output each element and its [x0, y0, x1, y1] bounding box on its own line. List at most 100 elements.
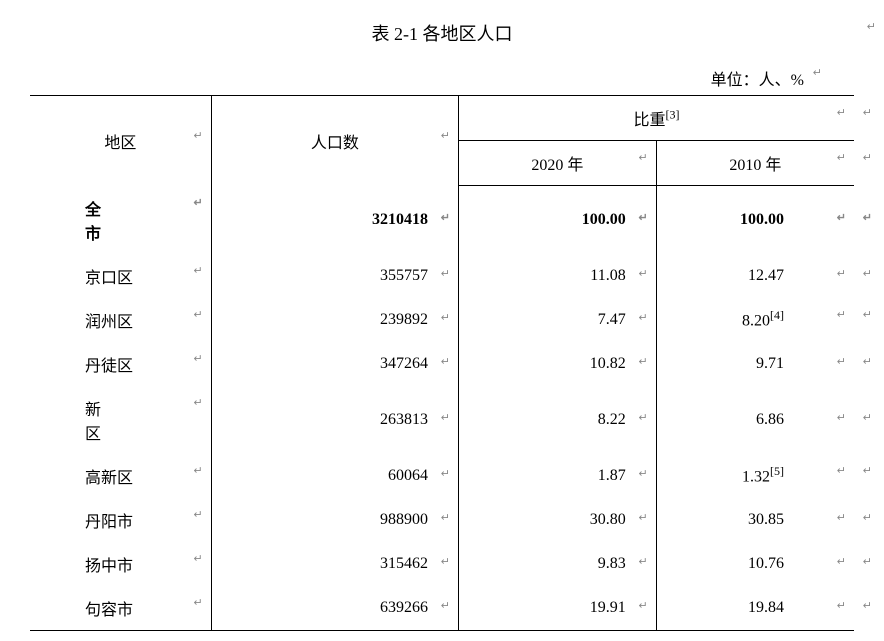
para-marker: ↵ [441, 267, 450, 280]
para-marker: ↵ [863, 308, 872, 321]
para-marker: ↵ [813, 66, 822, 79]
cell-weight-2020: 30.80↵ [458, 498, 656, 542]
para-marker: ↵ [441, 355, 450, 368]
para-marker: ↵ [638, 267, 647, 280]
para-marker: ↵ [863, 267, 872, 280]
para-marker: ↵ [638, 151, 647, 164]
cell-population: 988900↵ [211, 498, 458, 542]
para-marker: ↵ [194, 396, 203, 409]
cell-region: 新 区↵ [30, 386, 211, 454]
cell-weight-2010: 12.47↵↵ [656, 254, 854, 298]
header-region: 地区↵ [30, 96, 211, 186]
para-marker: ↵ [638, 599, 647, 612]
para-marker: ↵ [837, 411, 846, 424]
para-marker: ↵ [837, 599, 846, 612]
para-marker: ↵ [837, 464, 846, 477]
para-marker: ↵ [194, 596, 203, 609]
table-body: 全 市↵ 3210418↵ 100.00↵ 100.00↵ ↵ 京口区↵3557… [30, 186, 854, 631]
cell-region: 扬中市↵ [30, 542, 211, 586]
header-row-1: 地区↵ 人口数↵ 比重[3]↵ ↵ [30, 96, 854, 141]
para-marker: ↵ [441, 311, 450, 324]
cell-population: 263813↵ [211, 386, 458, 454]
cell-weight-2020: 9.83↵ [458, 542, 656, 586]
para-marker: ↵ [638, 467, 647, 480]
para-marker: ↵ [441, 211, 450, 224]
cell-region: 丹阳市↵ [30, 498, 211, 542]
table-row: 句容市↵639266↵19.91↵19.84↵↵ [30, 586, 854, 631]
para-marker: ↵ [863, 511, 872, 524]
header-weight: 比重[3]↵ ↵ [458, 96, 854, 141]
para-marker: ↵ [638, 411, 647, 424]
cell-region: 高新区↵ [30, 454, 211, 498]
para-marker: ↵ [441, 467, 450, 480]
cell-weight-2010: 1.32[5]↵↵ [656, 454, 854, 498]
cell-population: 3210418↵ [211, 186, 458, 254]
table-row: 丹徒区↵347264↵10.82↵9.71↵↵ [30, 342, 854, 386]
table-title: 表 2-1 各地区人口↵ [30, 20, 854, 46]
para-marker: ↵ [837, 308, 846, 321]
cell-region: 京口区↵ [30, 254, 211, 298]
cell-population: 315462↵ [211, 542, 458, 586]
cell-weight-2020: 100.00↵ [458, 186, 656, 254]
cell-weight-2010: 19.84↵↵ [656, 586, 854, 631]
para-marker: ↵ [638, 355, 647, 368]
para-marker: ↵ [441, 599, 450, 612]
para-marker: ↵ [194, 464, 203, 477]
table-row: 润州区↵239892↵7.47↵8.20[4]↵↵ [30, 298, 854, 342]
para-marker: ↵ [837, 511, 846, 524]
para-marker: ↵ [837, 355, 846, 368]
cell-region: 丹徒区↵ [30, 342, 211, 386]
para-marker: ↵ [863, 555, 872, 568]
cell-weight-2010: 8.20[4]↵↵ [656, 298, 854, 342]
para-marker: ↵ [863, 211, 872, 224]
para-marker: ↵ [194, 196, 203, 209]
cell-weight-2010: 100.00↵ ↵ [656, 186, 854, 254]
cell-population: 347264↵ [211, 342, 458, 386]
para-marker: ↵ [837, 151, 846, 164]
cell-weight-2020: 8.22↵ [458, 386, 656, 454]
para-marker: ↵ [863, 355, 872, 368]
cell-weight-2010: 30.85↵↵ [656, 498, 854, 542]
cell-weight-2010: 6.86↵↵ [656, 386, 854, 454]
para-marker: ↵ [837, 211, 846, 224]
cell-population: 355757↵ [211, 254, 458, 298]
cell-region: 全 市↵ [30, 186, 211, 254]
cell-region: 润州区↵ [30, 298, 211, 342]
para-marker: ↵ [194, 264, 203, 277]
cell-weight-2020: 7.47↵ [458, 298, 656, 342]
para-marker: ↵ [194, 129, 203, 142]
para-marker: ↵ [863, 464, 872, 477]
para-marker: ↵ [441, 411, 450, 424]
para-marker: ↵ [638, 211, 647, 224]
para-marker: ↵ [867, 20, 876, 33]
cell-population: 239892↵ [211, 298, 458, 342]
population-table: 地区↵ 人口数↵ 比重[3]↵ ↵ 2020 年↵ 2010 年↵ ↵ 全 市↵ [30, 95, 854, 631]
cell-population: 60064↵ [211, 454, 458, 498]
para-marker: ↵ [638, 511, 647, 524]
cell-region: 句容市↵ [30, 586, 211, 631]
para-marker: ↵ [194, 352, 203, 365]
table-row: 高新区↵60064↵1.87↵1.32[5]↵↵ [30, 454, 854, 498]
para-marker: ↵ [837, 555, 846, 568]
header-weight-note: [3] [665, 108, 679, 122]
cell-population: 639266↵ [211, 586, 458, 631]
para-marker: ↵ [638, 311, 647, 324]
para-marker: ↵ [441, 555, 450, 568]
para-marker: ↵ [194, 552, 203, 565]
para-marker: ↵ [837, 267, 846, 280]
header-population: 人口数↵ [211, 96, 458, 186]
para-marker: ↵ [837, 106, 846, 119]
total-row: 全 市↵ 3210418↵ 100.00↵ 100.00↵ ↵ [30, 186, 854, 254]
para-marker: ↵ [441, 129, 450, 142]
table-row: 新 区↵263813↵8.22↵6.86↵↵ [30, 386, 854, 454]
para-marker: ↵ [441, 511, 450, 524]
cell-weight-2010: 10.76↵↵ [656, 542, 854, 586]
para-marker: ↵ [638, 555, 647, 568]
table-row: 京口区↵355757↵11.08↵12.47↵↵ [30, 254, 854, 298]
para-marker: ↵ [863, 411, 872, 424]
header-year-2020: 2020 年↵ [458, 141, 656, 186]
unit-label: 单位：人、%↵ [30, 66, 854, 90]
para-marker: ↵ [194, 508, 203, 521]
cell-weight-2020: 19.91↵ [458, 586, 656, 631]
header-year-2010: 2010 年↵ ↵ [656, 141, 854, 186]
